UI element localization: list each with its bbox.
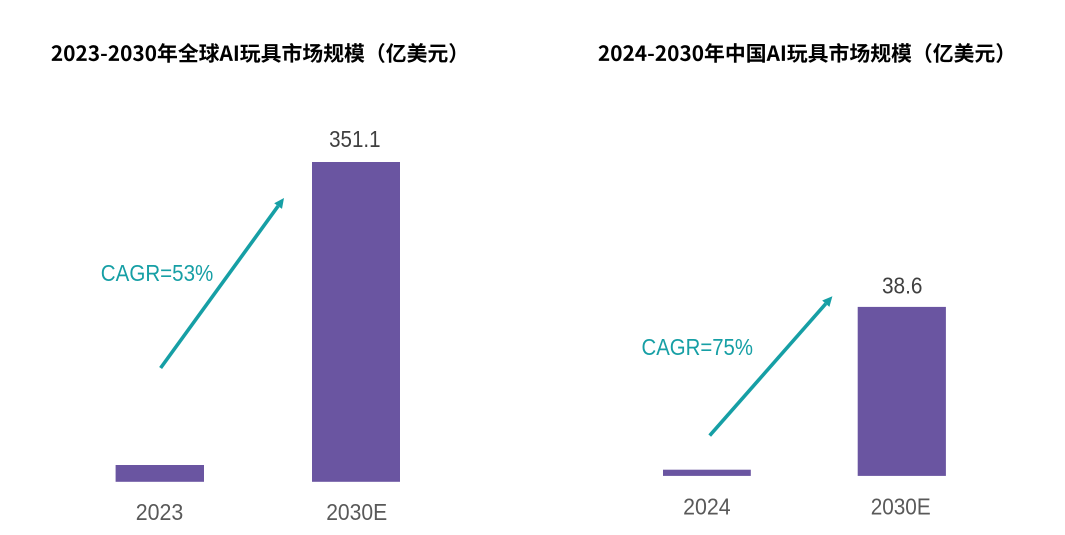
svg-text:CAGR=75%: CAGR=75% <box>642 334 754 360</box>
svg-text:2023: 2023 <box>136 499 184 525</box>
svg-text:2030E: 2030E <box>871 494 931 520</box>
svg-text:CAGR=53%: CAGR=53% <box>101 260 214 286</box>
svg-text:2030E: 2030E <box>326 499 387 525</box>
svg-text:2024: 2024 <box>683 494 731 520</box>
svg-text:351.1: 351.1 <box>329 126 380 152</box>
svg-text:38.6: 38.6 <box>882 272 923 298</box>
